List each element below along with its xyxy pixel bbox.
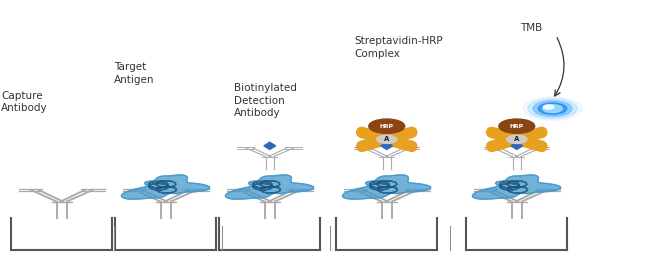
Polygon shape	[343, 175, 431, 199]
Circle shape	[506, 135, 527, 144]
Circle shape	[543, 105, 554, 109]
Polygon shape	[381, 142, 393, 149]
Circle shape	[369, 119, 405, 133]
Circle shape	[533, 101, 572, 116]
Polygon shape	[264, 142, 276, 149]
Circle shape	[523, 97, 582, 120]
Text: Capture
Antibody: Capture Antibody	[1, 91, 48, 113]
Circle shape	[528, 99, 577, 119]
Polygon shape	[473, 175, 561, 199]
Polygon shape	[122, 175, 210, 199]
Polygon shape	[226, 175, 314, 199]
Text: Streptavidin-HRP
Complex: Streptavidin-HRP Complex	[354, 36, 443, 59]
Text: TMB: TMB	[520, 23, 542, 33]
Text: A: A	[384, 136, 389, 142]
Circle shape	[543, 105, 562, 113]
Text: A: A	[514, 136, 519, 142]
Polygon shape	[511, 142, 523, 149]
Circle shape	[499, 119, 535, 133]
Text: Target
Antigen: Target Antigen	[114, 62, 154, 85]
Circle shape	[376, 135, 397, 144]
Circle shape	[538, 103, 567, 114]
Text: HRP: HRP	[510, 124, 524, 129]
Text: Biotinylated
Detection
Antibody: Biotinylated Detection Antibody	[234, 83, 297, 118]
Text: HRP: HRP	[380, 124, 394, 129]
